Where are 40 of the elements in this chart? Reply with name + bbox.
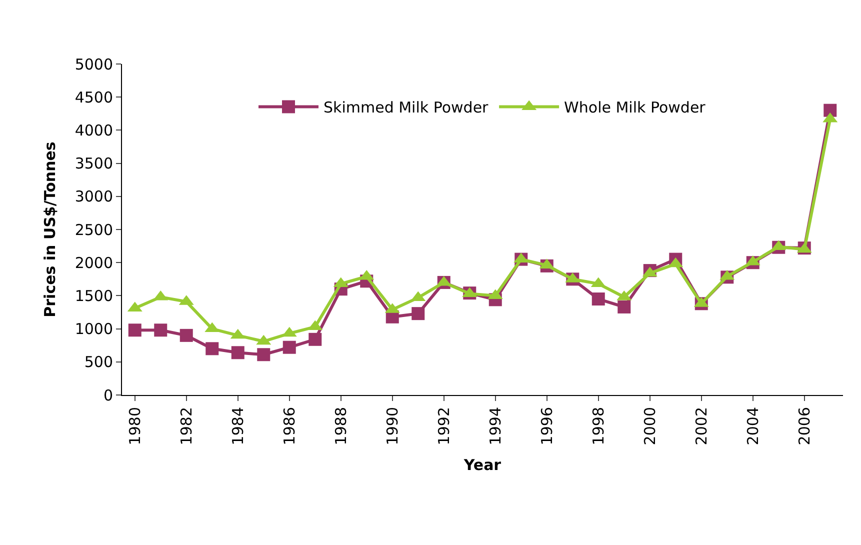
y-tick-label: 4500 bbox=[74, 88, 113, 106]
x-tick-label: 1996 bbox=[538, 407, 556, 446]
point bbox=[618, 300, 631, 314]
y-tick-label: 3500 bbox=[74, 154, 113, 173]
x-axis-title: Year bbox=[462, 456, 502, 474]
point bbox=[231, 346, 244, 360]
x-tick-label: 1986 bbox=[280, 407, 298, 446]
x-tick-label: 1990 bbox=[383, 407, 402, 446]
point bbox=[206, 342, 219, 356]
point bbox=[128, 324, 142, 337]
x-tick-label: 1988 bbox=[332, 407, 350, 446]
x-tick-label: 1982 bbox=[177, 407, 196, 446]
y-tick-label: 3000 bbox=[74, 188, 113, 206]
y-tick-label: 2500 bbox=[74, 220, 113, 239]
point bbox=[154, 324, 168, 337]
legend-label: Skimmed Milk Powder bbox=[324, 98, 490, 117]
point bbox=[180, 328, 193, 342]
y-tick-label: 500 bbox=[84, 353, 113, 372]
point bbox=[308, 332, 322, 346]
x-tick-label: 1994 bbox=[486, 407, 504, 446]
x-tick-label: 2000 bbox=[640, 407, 659, 446]
y-axis-title: Prices in US$/Tonnes bbox=[41, 142, 60, 318]
y-tick-label: 5000 bbox=[74, 55, 113, 74]
x-tick-label: 2006 bbox=[795, 407, 814, 446]
y-tick-label: 1000 bbox=[74, 320, 113, 338]
point bbox=[282, 340, 296, 354]
x-tick-label: 1980 bbox=[126, 407, 144, 446]
legend-label: Whole Milk Powder bbox=[564, 98, 706, 117]
point bbox=[257, 348, 270, 362]
x-tick-label: 2004 bbox=[744, 407, 762, 446]
y-tick-label: 4000 bbox=[74, 121, 113, 140]
y-tick-label: 2000 bbox=[74, 254, 113, 272]
x-tick-label: 1984 bbox=[228, 407, 247, 446]
x-tick-label: 1992 bbox=[434, 407, 453, 446]
point bbox=[412, 307, 425, 320]
y-tick-label: 0 bbox=[103, 386, 113, 404]
y-tick-label: 1500 bbox=[74, 286, 113, 305]
x-tick-label: 1998 bbox=[589, 407, 608, 446]
point bbox=[592, 292, 605, 306]
x-tick-label: 2002 bbox=[692, 407, 710, 446]
